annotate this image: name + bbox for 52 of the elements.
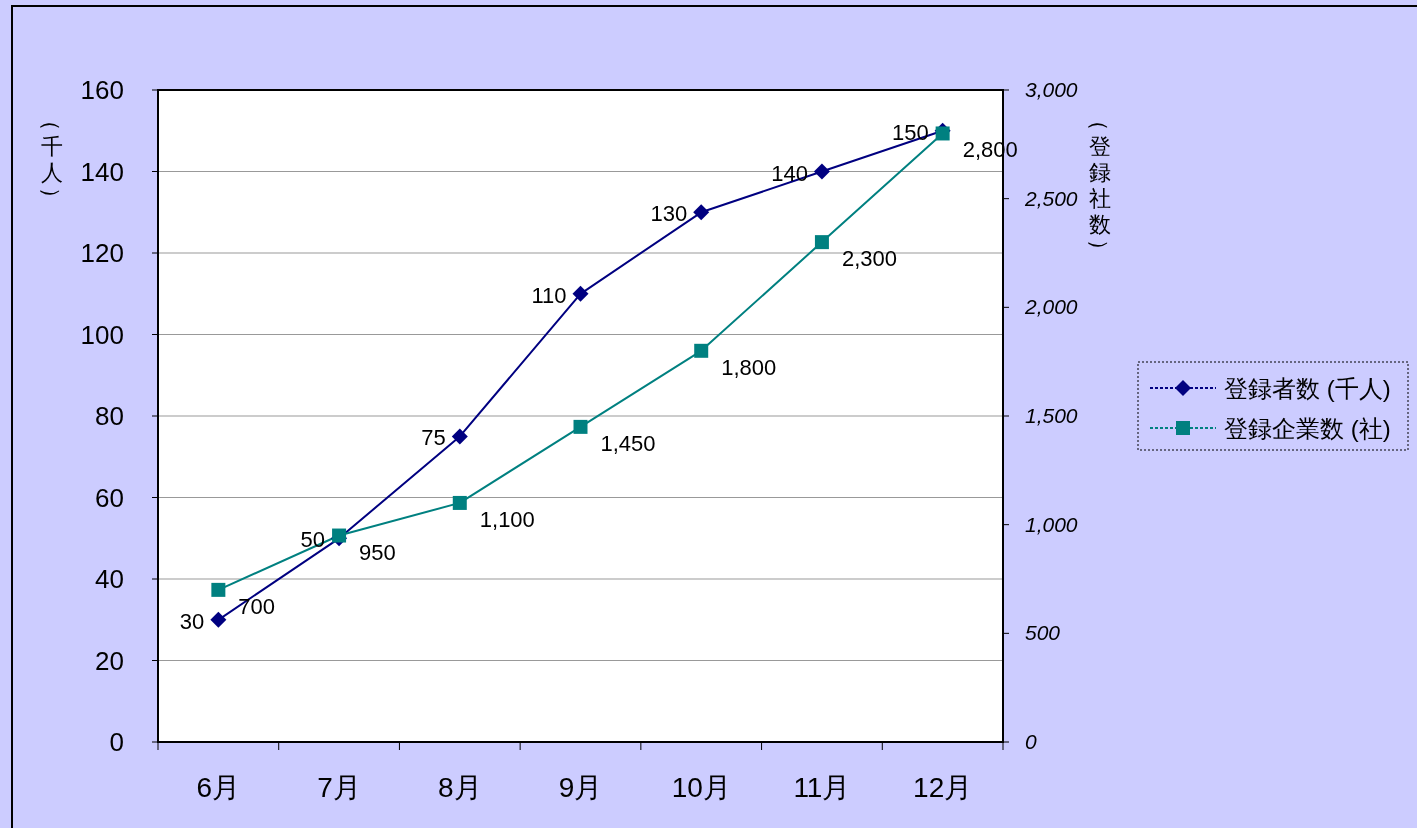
y-tick-label: 140: [80, 156, 124, 187]
y2-tick-label: 2,000: [1024, 295, 1078, 319]
y-tick-label: 160: [80, 75, 124, 105]
y2-tick-label: 0: [1025, 730, 1037, 753]
data-label: 150: [891, 119, 929, 145]
y-tick-label: 60: [95, 482, 124, 513]
y-tick-label: 0: [109, 727, 124, 757]
data-label: 30: [179, 608, 205, 634]
y-tick-label: 100: [80, 319, 124, 350]
y2-tick-label: 2,500: [1024, 186, 1078, 210]
y-tick-label: 40: [95, 564, 124, 594]
data-label: 1,450: [600, 430, 656, 456]
point: [814, 235, 829, 250]
y2-axis-title: （登録社数）: [1087, 109, 1112, 261]
point: [451, 428, 468, 445]
x-tick-label: 11月: [793, 772, 851, 803]
x-tick-label: 8月: [438, 772, 482, 803]
data-label: 75: [421, 425, 446, 451]
point: [211, 582, 226, 597]
data-label: 2,300: [841, 246, 897, 272]
x-tick-label: 6月: [196, 772, 241, 803]
y-tick-label: 80: [95, 401, 124, 431]
data-label: 130: [650, 201, 688, 227]
data-label: 50: [300, 527, 326, 553]
data-label: 1,800: [721, 354, 777, 380]
point: [573, 419, 588, 434]
y2-tick-label: 1,000: [1025, 512, 1078, 536]
point: [935, 126, 950, 141]
data-label: 950: [359, 539, 396, 565]
x-tick-label: 7月: [317, 772, 361, 803]
point: [332, 528, 347, 543]
y-tick-label: 120: [80, 238, 124, 268]
legend-label: 登録者数 (千人): [1224, 375, 1391, 402]
point: [813, 163, 830, 180]
point: [572, 285, 589, 302]
x-tick-label: 12月: [913, 772, 973, 803]
legend-label: 登録企業数 (社): [1224, 415, 1391, 442]
x-tick-label: 10月: [671, 772, 731, 803]
x-tick-label: 9月: [558, 772, 603, 803]
y-axis-title: （千人）: [39, 109, 64, 209]
y2-tick-label: 3,000: [1025, 78, 1078, 101]
data-label: 1,100: [479, 506, 535, 532]
point: [210, 611, 227, 628]
y2-tick-label: 500: [1025, 621, 1061, 645]
y2-tick-label: 1,500: [1025, 404, 1078, 427]
y-tick-label: 20: [95, 645, 124, 676]
point: [694, 343, 709, 358]
data-label: 140: [771, 160, 808, 186]
point: [693, 204, 710, 221]
data-label: 700: [238, 593, 276, 619]
data-label: 110: [531, 282, 567, 308]
point: [452, 495, 467, 510]
